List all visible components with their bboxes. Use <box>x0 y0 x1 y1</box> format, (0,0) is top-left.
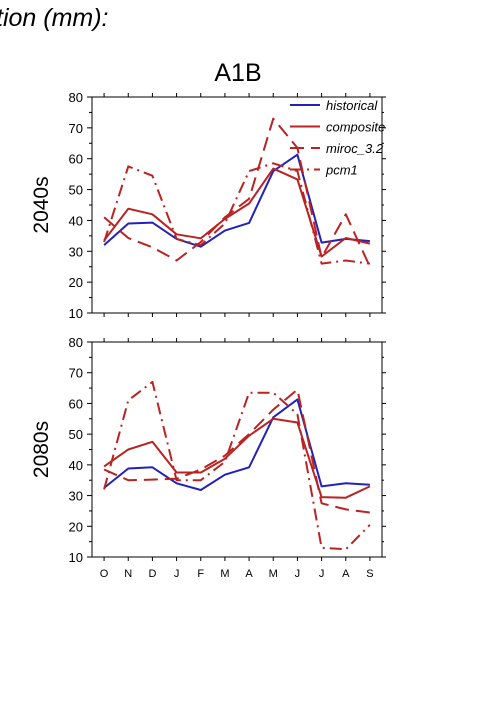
legend-entry: composite <box>326 120 385 135</box>
scenario-title: A1B <box>214 59 261 87</box>
y-tick-label: 20 <box>69 275 83 290</box>
legend-entry: miroc_3.2 <box>326 141 384 156</box>
series-line-composite <box>103 417 371 499</box>
y-tick-label: 20 <box>69 519 83 534</box>
x-tick-label: J <box>295 568 301 580</box>
y-tick-label: 60 <box>69 152 83 167</box>
x-tick-label: A <box>342 568 350 580</box>
legend-entry: pcm1 <box>325 163 358 178</box>
panel-label: 2040s <box>30 176 53 233</box>
legend-entry: historical <box>326 98 378 113</box>
x-tick-label: A <box>245 568 253 580</box>
x-tick-label: O <box>100 568 109 580</box>
y-tick-label: 80 <box>69 90 83 105</box>
series-line-pcm1 <box>103 162 371 265</box>
series-line-miroc-3-2 <box>103 388 371 514</box>
series-line-pcm1 <box>103 380 371 551</box>
x-tick-label: D <box>148 568 156 580</box>
y-tick-label: 10 <box>69 550 83 565</box>
y-tick-label: 50 <box>69 183 83 198</box>
legend: historical composite miroc_3.2 pcm1 <box>290 98 385 178</box>
y-tick-label: 80 <box>69 335 83 350</box>
y-tick-label: 10 <box>69 306 83 321</box>
series-line-historical <box>103 398 370 491</box>
y-tick-label: 40 <box>69 213 83 228</box>
x-tick-label: N <box>124 568 132 580</box>
x-tick-label: F <box>197 568 204 580</box>
panel-2080s: 10 20 30 40 50 60 70 80 O N D J F M A M J J A S 2080s <box>30 335 386 580</box>
x-tick-label: M <box>269 568 278 580</box>
series-line-miroc-3-2 <box>103 117 371 268</box>
y-tick-label: 70 <box>69 366 83 381</box>
plot-frame <box>91 341 383 558</box>
series-line-composite <box>103 167 371 258</box>
y-tick-label: 50 <box>69 427 83 442</box>
y-tick-label: 30 <box>69 244 83 259</box>
x-tick-label: J <box>174 568 180 580</box>
chart-panels: 10 20 30 40 50 60 70 80 2040s historical composite… <box>30 90 386 580</box>
y-tick-label: 40 <box>69 458 83 473</box>
x-tick-label: S <box>366 568 373 580</box>
y-tick-label: 70 <box>69 121 83 136</box>
y-tick-label: 30 <box>69 489 83 504</box>
panel-label: 2080s <box>30 421 53 478</box>
header-title: tion (mm): <box>0 4 109 32</box>
y-tick-label: 60 <box>69 396 83 411</box>
x-tick-label: M <box>220 568 229 580</box>
series-line-historical <box>103 153 370 248</box>
x-tick-label: J <box>319 568 325 580</box>
panel-2040s: 10 20 30 40 50 60 70 80 2040s historical composite… <box>30 90 386 321</box>
